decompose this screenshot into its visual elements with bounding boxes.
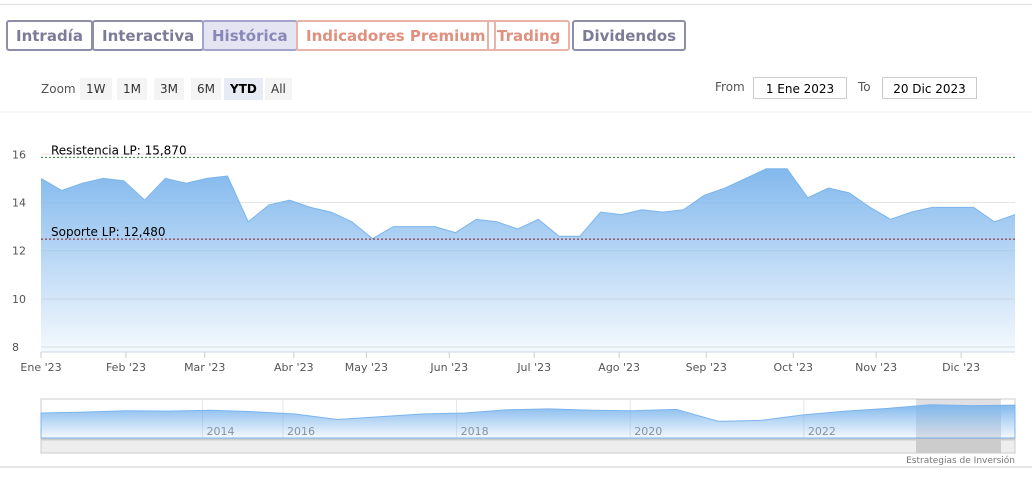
tab[interactable]: Trading: [487, 20, 571, 51]
zoom-button[interactable]: 1M: [117, 78, 147, 100]
scrollbar-thumb[interactable]: [916, 440, 1001, 453]
zoom-label: Zoom: [41, 82, 76, 96]
scrollbar[interactable]: [40, 439, 1016, 454]
y-tick-label: 16: [12, 148, 26, 161]
level-label: Resistencia LP: 15,870: [51, 143, 187, 157]
line: [40, 168, 1016, 240]
x-tick-label: Ago '23: [598, 361, 640, 374]
zoom-button[interactable]: YTD: [224, 78, 263, 100]
area: [41, 168, 1015, 352]
tab[interactable]: Dividendos: [572, 20, 687, 51]
from-input[interactable]: 1 Ene 2023: [753, 77, 847, 99]
credits: Estrategias de Inversión: [906, 455, 1015, 466]
x-tick-label: Dic '23: [942, 361, 980, 374]
x-tick-label: May '23: [345, 361, 388, 374]
x-tick-label: Oct '23: [773, 361, 813, 374]
top-rule: [0, 4, 1032, 5]
to-label: To: [858, 80, 871, 94]
x-tick-label: Sep '23: [686, 361, 727, 374]
x-tick-label: Mar '23: [184, 361, 225, 374]
zoom-button[interactable]: 1W: [80, 78, 112, 100]
y-tick-label: 12: [12, 245, 26, 258]
x-tick-label: Nov '23: [855, 361, 897, 374]
from-label: From: [715, 80, 745, 94]
level-label: Soporte LP: 12,480: [51, 225, 166, 239]
zoom-button[interactable]: 6M: [191, 78, 221, 100]
x-tick-label: Jul '23: [516, 361, 551, 374]
x-tick-label: Ene '23: [20, 361, 61, 374]
x-tick-label: Abr '23: [274, 361, 314, 374]
zoom-button[interactable]: All: [265, 78, 292, 100]
y-tick-label: 10: [12, 293, 26, 306]
y-tick-label: 14: [12, 197, 26, 210]
x-tick-label: Feb '23: [106, 361, 146, 374]
zoom-button[interactable]: 3M: [154, 78, 184, 100]
x-tick-label: Jun '23: [429, 361, 468, 374]
tab[interactable]: Intradía: [6, 20, 93, 51]
to-input[interactable]: 20 Dic 2023: [882, 77, 977, 99]
navigator-area: [40, 404, 1016, 439]
tab[interactable]: Histórica: [202, 20, 298, 51]
y-tick-label: 8: [12, 341, 19, 354]
tab[interactable]: Indicadores Premium: [296, 20, 496, 51]
